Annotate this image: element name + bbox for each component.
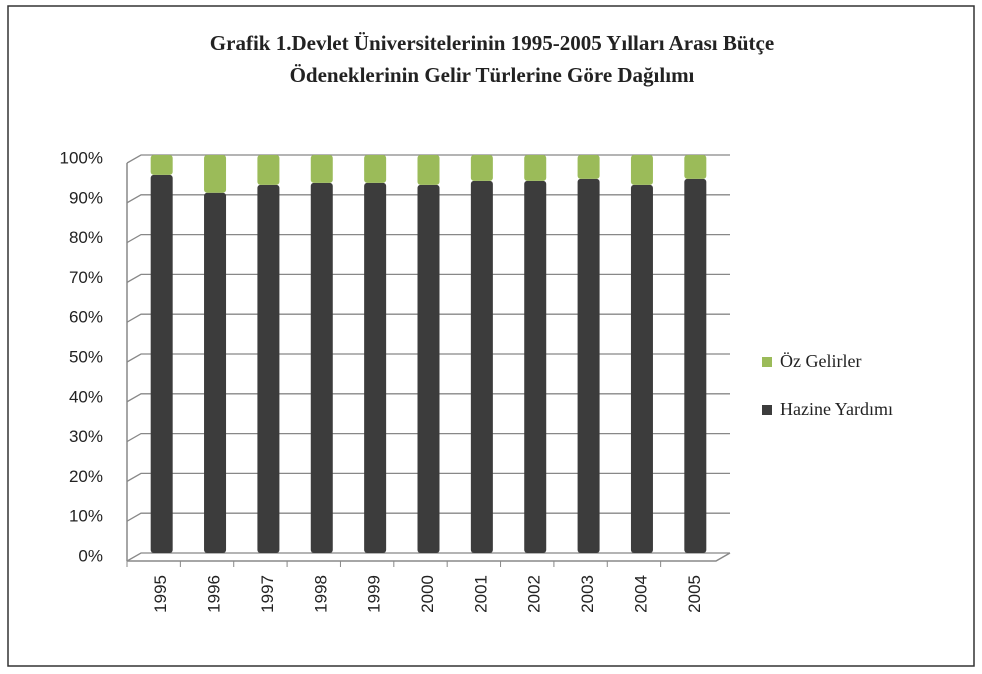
y-tick-label: 20% — [69, 467, 103, 486]
x-tick-label: 2004 — [631, 575, 650, 613]
bar-segment — [364, 182, 387, 554]
bar-segment — [470, 180, 493, 553]
y-tick-label: 60% — [69, 308, 103, 327]
x-tick-label: 2000 — [418, 575, 437, 613]
legend-swatch — [762, 357, 772, 367]
y-tick-label: 10% — [69, 507, 103, 526]
bar-segment — [577, 178, 600, 553]
x-tick-label: 1998 — [311, 575, 330, 613]
bar-segment — [150, 174, 173, 553]
y-tick-label: 50% — [69, 347, 103, 366]
y-tick-label: 90% — [69, 188, 103, 207]
x-tick-label: 2001 — [471, 575, 490, 613]
x-tick-label: 1995 — [151, 575, 170, 613]
x-tick-label: 2003 — [578, 575, 597, 613]
x-tick-label: 1999 — [365, 575, 384, 613]
x-tick-label: 2005 — [685, 575, 704, 613]
bar-segment — [630, 155, 653, 185]
y-tick-label: 100% — [60, 148, 103, 167]
bar-segment — [310, 155, 333, 183]
bar-segment — [204, 155, 227, 193]
bar-segment — [684, 155, 707, 179]
axis-line — [127, 552, 731, 562]
bar-segment — [417, 184, 440, 553]
bar-segment — [310, 182, 333, 554]
bar-segment — [684, 178, 707, 553]
bar-segment — [257, 184, 280, 553]
y-tick-label: 40% — [69, 387, 103, 406]
bar-segment — [470, 155, 493, 181]
chart-title: Ödeneklerinin Gelir Türlerine Göre Dağıl… — [290, 63, 695, 87]
x-tick-label: 1996 — [205, 575, 224, 613]
legend-swatch — [762, 405, 772, 415]
bar-segment — [364, 155, 387, 183]
legend-label: Öz Gelirler — [780, 351, 861, 371]
bar-segment — [257, 155, 280, 185]
bar-segment — [204, 192, 227, 553]
bar-segment — [524, 180, 547, 553]
bar-segment — [417, 155, 440, 185]
y-tick-label: 70% — [69, 268, 103, 287]
bar-segment — [577, 155, 600, 179]
bar-segment — [524, 155, 547, 181]
x-tick-label: 1997 — [258, 575, 277, 613]
bar-segment — [150, 155, 173, 175]
legend-label: Hazine Yardımı — [780, 399, 893, 419]
chart-title: Grafik 1.Devlet Üniversitelerinin 1995-2… — [210, 31, 774, 55]
x-tick-label: 2002 — [525, 575, 544, 613]
y-tick-label: 80% — [69, 228, 103, 247]
y-tick-label: 30% — [69, 427, 103, 446]
y-tick-label: 0% — [78, 546, 103, 565]
bar-segment — [630, 184, 653, 553]
